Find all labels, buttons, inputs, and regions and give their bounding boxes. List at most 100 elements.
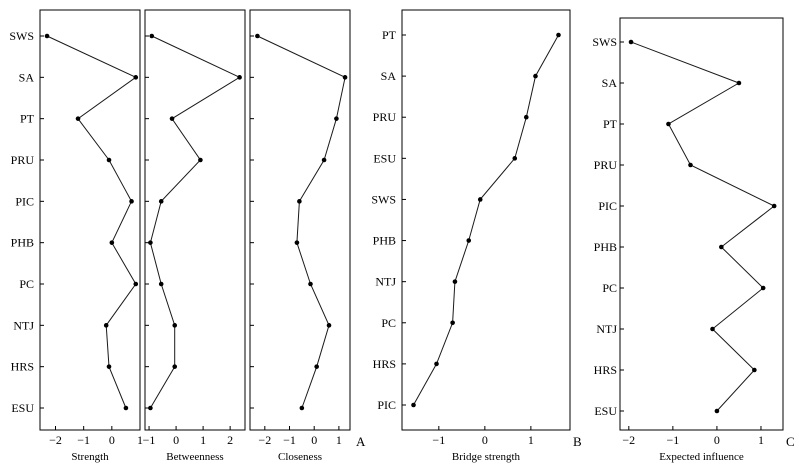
data-point: [334, 116, 339, 121]
x-tick-label: 0: [482, 433, 488, 447]
data-point: [771, 203, 777, 209]
x-axis-label: Expected influence: [659, 451, 744, 463]
x-tick-label: 1: [137, 433, 143, 447]
data-point: [736, 80, 742, 86]
category-label: SA: [602, 76, 618, 90]
data-point: [106, 364, 112, 369]
series-line-4: [413, 34, 559, 406]
category-label: SA: [381, 69, 397, 83]
data-point: [326, 323, 332, 328]
panel-label-a: A: [356, 434, 366, 449]
data-point: [752, 367, 757, 373]
x-tick-label: 1: [200, 433, 206, 447]
data-point: [450, 320, 455, 326]
data-point: [308, 281, 313, 287]
x-tick-label: 0: [173, 433, 179, 447]
x-axis-label: Betweenness: [166, 451, 223, 463]
x-tick-label: −1: [77, 433, 90, 447]
category-label: SWS: [9, 29, 34, 43]
data-point: [129, 199, 134, 204]
category-label: SWS: [371, 192, 396, 206]
series-line-2: [149, 35, 241, 409]
category-label: PC: [19, 277, 34, 291]
data-point: [75, 116, 81, 121]
x-axis-label: Closeness: [278, 451, 322, 463]
data-point: [158, 281, 164, 287]
data-point: [103, 323, 109, 328]
data-point: [342, 75, 348, 80]
category-label: ESU: [373, 151, 396, 165]
data-point: [255, 33, 260, 39]
category-label: PRU: [373, 110, 397, 124]
data-point: [297, 199, 302, 204]
data-point: [294, 240, 300, 245]
data-point: [148, 240, 153, 245]
data-point: [133, 281, 139, 287]
category-label: NTJ: [375, 275, 396, 289]
data-point: [719, 244, 724, 250]
x-tick-label: 1: [758, 433, 764, 447]
category-label: SWS: [592, 35, 617, 49]
x-tick-label: 1: [336, 433, 342, 447]
x-tick-label: −1: [143, 433, 156, 447]
data-point: [44, 33, 50, 39]
category-label: PT: [20, 112, 35, 126]
series-line-3: [257, 35, 346, 409]
data-point: [109, 240, 115, 245]
data-point: [148, 405, 153, 411]
category-label: PC: [602, 281, 617, 295]
x-tick-label: −1: [432, 433, 445, 447]
data-point: [299, 405, 305, 411]
category-label: PRU: [11, 153, 35, 167]
category-label: PHB: [11, 236, 34, 250]
data-point: [477, 197, 483, 202]
data-point: [434, 361, 439, 367]
data-point: [628, 39, 634, 45]
x-tick-label: 0: [714, 433, 720, 447]
data-point: [133, 75, 139, 80]
data-point: [466, 238, 472, 243]
x-tick-label: 0: [311, 433, 317, 447]
data-point: [710, 326, 715, 332]
data-point: [760, 285, 766, 291]
data-point: [411, 402, 416, 408]
data-point: [314, 364, 319, 369]
category-label: NTJ: [596, 322, 617, 336]
data-point: [237, 75, 242, 80]
data-point: [512, 156, 518, 161]
x-tick-label: 0: [109, 433, 115, 447]
data-point: [106, 157, 112, 163]
plot-frame-4: [401, 9, 571, 431]
data-point: [688, 162, 693, 168]
data-point: [452, 279, 458, 284]
category-label: PIC: [598, 199, 617, 213]
x-tick-label: −1: [283, 433, 296, 447]
data-point: [666, 121, 671, 127]
category-label: PHB: [594, 240, 617, 254]
category-label: PHB: [373, 234, 396, 248]
category-label: SA: [19, 70, 35, 84]
x-tick-label: −2: [258, 433, 271, 447]
plot-frame-1: [39, 9, 141, 431]
panel-label-c: C: [786, 434, 795, 449]
data-point: [123, 405, 129, 411]
data-point: [556, 32, 561, 38]
data-point: [172, 364, 178, 369]
category-label: PIC: [377, 398, 396, 412]
x-tick-label: 1: [528, 433, 534, 447]
data-point: [533, 73, 538, 79]
category-label: NTJ: [13, 318, 34, 332]
panel-label-b: B: [573, 434, 582, 449]
data-point: [172, 323, 178, 328]
category-label: HRS: [594, 363, 617, 377]
series-line-1: [46, 35, 137, 409]
data-point: [321, 157, 327, 163]
x-axis-label: Strength: [71, 451, 109, 463]
category-label: PT: [603, 117, 618, 131]
data-point: [198, 157, 203, 163]
x-tick-label: 2: [227, 433, 233, 447]
data-point: [149, 33, 155, 39]
category-label: HRS: [11, 360, 34, 374]
data-point: [714, 408, 720, 414]
